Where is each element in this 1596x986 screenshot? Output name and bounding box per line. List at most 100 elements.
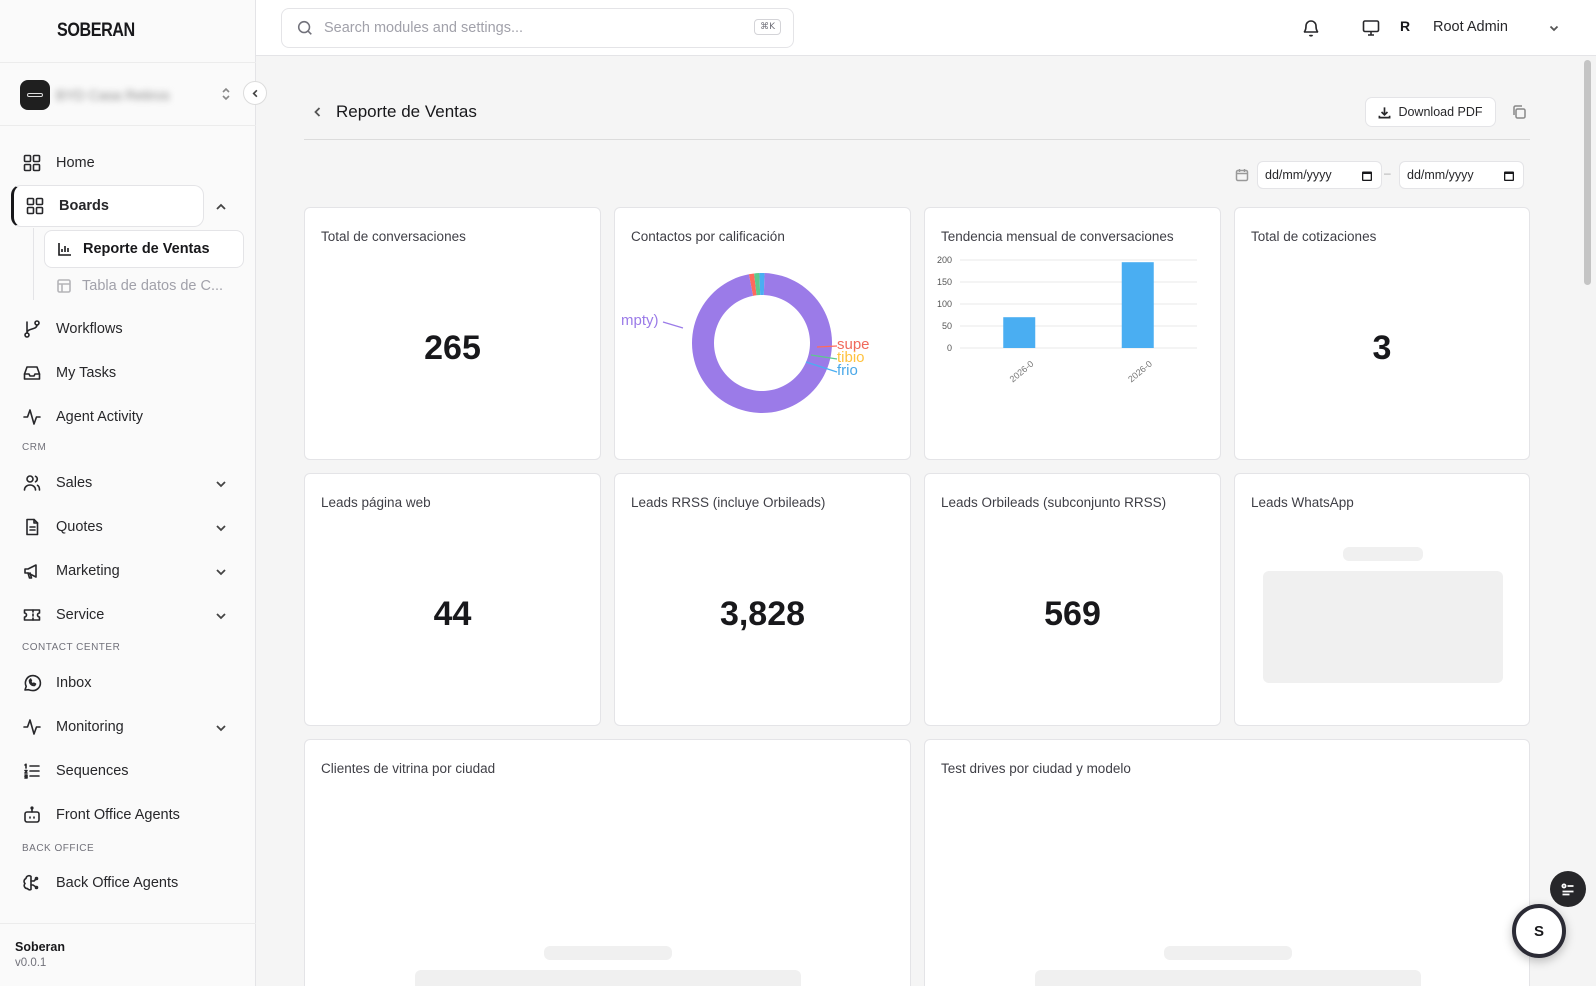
sidebar-item-boards[interactable]: Boards: [25, 194, 109, 218]
filter-list-button[interactable]: [1550, 871, 1586, 907]
date-from-input[interactable]: dd/mm/yyyy: [1257, 161, 1382, 189]
layout-grid-icon: [26, 197, 44, 215]
back-chevron-icon[interactable]: [312, 106, 324, 118]
sidebar-item-front-office-agents[interactable]: Front Office Agents: [22, 803, 180, 827]
sidebar-subitem-reporte-ventas[interactable]: Reporte de Ventas: [44, 230, 244, 268]
sidebar-item-inbox[interactable]: Inbox: [22, 671, 91, 695]
list-filter-icon: [1561, 883, 1574, 896]
sidebar-item-home[interactable]: Home: [22, 151, 95, 175]
download-pdf-button[interactable]: Download PDF: [1365, 97, 1496, 127]
card-title: Leads WhatsApp: [1251, 495, 1354, 510]
date-to-placeholder: dd/mm/yyyy: [1407, 168, 1474, 182]
sidebar-item-marketing[interactable]: Marketing: [22, 559, 120, 583]
chevron-down-icon[interactable]: [1548, 22, 1560, 34]
loading-skeleton: [415, 970, 801, 986]
bell-icon[interactable]: [1301, 18, 1321, 38]
chevron-down-icon[interactable]: [214, 609, 228, 623]
sidebar-item-label: Inbox: [56, 675, 92, 691]
donut-slice: [759, 273, 765, 296]
sidebar-item-label: Marketing: [56, 563, 120, 579]
donut-label: mpty): [621, 312, 659, 329]
card-title: Leads página web: [321, 495, 431, 510]
tree-line: [33, 228, 34, 300]
bar: [1121, 262, 1154, 348]
sidebar-item-label: Workflows: [56, 321, 123, 337]
bot-icon: [24, 806, 40, 823]
card-title: Clientes de vitrina por ciudad: [321, 761, 496, 776]
donut-slice: [748, 273, 757, 296]
bar-chart-icon: [58, 243, 71, 256]
search-box[interactable]: ⌘K: [281, 8, 794, 48]
table-icon: [57, 279, 71, 293]
card-leads-rrss: Leads RRSS (incluye Orbileads) 3,828: [614, 473, 911, 726]
sidebar-item-label: My Tasks: [56, 365, 117, 381]
sidebar-item-label: Sales: [56, 475, 93, 491]
bar: [1003, 317, 1036, 348]
assistant-button[interactable]: S: [1512, 904, 1566, 958]
copy-icon[interactable]: [1511, 104, 1527, 120]
sidebar-item-agent-activity[interactable]: Agent Activity: [22, 405, 143, 429]
sidebar-item-label: Back Office Agents: [56, 875, 179, 891]
card-tendencia-mensual: Tendencia mensual de conversaciones 0 50 1…: [924, 207, 1221, 460]
sidebar-item-label: Quotes: [56, 519, 103, 535]
user-avatar[interactable]: R: [1400, 18, 1411, 34]
card-leads-web: Leads página web 44: [304, 473, 601, 726]
divider: [0, 62, 256, 63]
assistant-label: S: [1533, 922, 1544, 940]
user-name[interactable]: Root Admin: [1433, 19, 1508, 35]
bar-chart[interactable]: 0 50 100 150 200 2026-0 2026-0: [925, 250, 1220, 400]
chevron-up-icon[interactable]: [214, 200, 228, 214]
workspace-switcher[interactable]: BYD Casa Retiros: [20, 80, 230, 110]
sidebar-item-label: Agent Activity: [56, 409, 144, 425]
bar-chart-xtick: 2026-0: [1126, 359, 1154, 385]
sidebar-item-label: Monitoring: [56, 719, 124, 735]
search-input[interactable]: [324, 20, 724, 36]
app-logo[interactable]: SOBERAN: [57, 20, 135, 41]
chevron-down-icon[interactable]: [214, 477, 228, 491]
megaphone-icon: [24, 564, 37, 579]
users-icon: [23, 475, 41, 491]
sidebar-item-service[interactable]: Service: [22, 603, 104, 627]
sidebar: SOBERAN BYD Casa Retiros Home Boards Rep…: [0, 0, 256, 986]
chevron-down-icon[interactable]: [214, 565, 228, 579]
sidebar-item-monitoring[interactable]: Monitoring: [22, 715, 124, 739]
monitor-icon[interactable]: [1361, 18, 1381, 38]
sidebar-item-sequences[interactable]: Sequences: [22, 759, 129, 783]
card-title: Leads Orbileads (subconjunto RRSS): [941, 495, 1167, 510]
card-contactos-calificacion: Contactos por calificación mpty) supe tibi…: [614, 207, 911, 460]
card-test-drives: Test drives por ciudad y modelo: [924, 739, 1530, 986]
calendar-picker-icon[interactable]: [1503, 170, 1515, 182]
calendar-picker-icon[interactable]: [1361, 170, 1373, 182]
page-scrollbar[interactable]: [1580, 56, 1596, 986]
sidebar-item-my-tasks[interactable]: My Tasks: [22, 361, 116, 385]
sidebar-item-quotes[interactable]: Quotes: [22, 515, 103, 539]
bar-chart-ytick: 200: [937, 255, 952, 265]
collapse-sidebar-button[interactable]: [243, 81, 267, 105]
donut-label: supe: [837, 336, 870, 353]
inbox-icon: [23, 366, 41, 380]
brain-icon: [23, 874, 39, 891]
sidebar-item-label: Home: [56, 155, 95, 171]
bar-chart-ytick: 150: [937, 277, 952, 287]
date-to-input[interactable]: dd/mm/yyyy: [1399, 161, 1524, 189]
divider: [0, 125, 256, 126]
sidebar-item-workflows[interactable]: Workflows: [22, 317, 123, 341]
loading-skeleton: [1164, 946, 1292, 960]
whatsapp-icon: [24, 674, 42, 692]
sidebar-item-label: Sequences: [56, 763, 129, 779]
sidebar-subitem-tabla-datos[interactable]: Tabla de datos de C...: [44, 267, 244, 305]
donut-label-line: [662, 321, 684, 329]
search-icon: [297, 20, 312, 35]
scrollbar-thumb[interactable]: [1584, 60, 1591, 285]
chevron-down-icon[interactable]: [214, 521, 228, 535]
sidebar-item-back-office-agents[interactable]: Back Office Agents: [22, 871, 178, 895]
sidebar-item-sales[interactable]: Sales: [22, 471, 92, 495]
chevron-left-icon: [251, 89, 257, 97]
chevron-down-icon[interactable]: [214, 721, 228, 735]
section-label-crm: CRM: [22, 442, 47, 453]
loading-skeleton: [1343, 547, 1423, 561]
card-title: Contactos por calificación: [631, 229, 785, 244]
chevrons-up-down-icon: [222, 87, 230, 101]
card-clientes-vitrina: Clientes de vitrina por ciudad: [304, 739, 911, 986]
